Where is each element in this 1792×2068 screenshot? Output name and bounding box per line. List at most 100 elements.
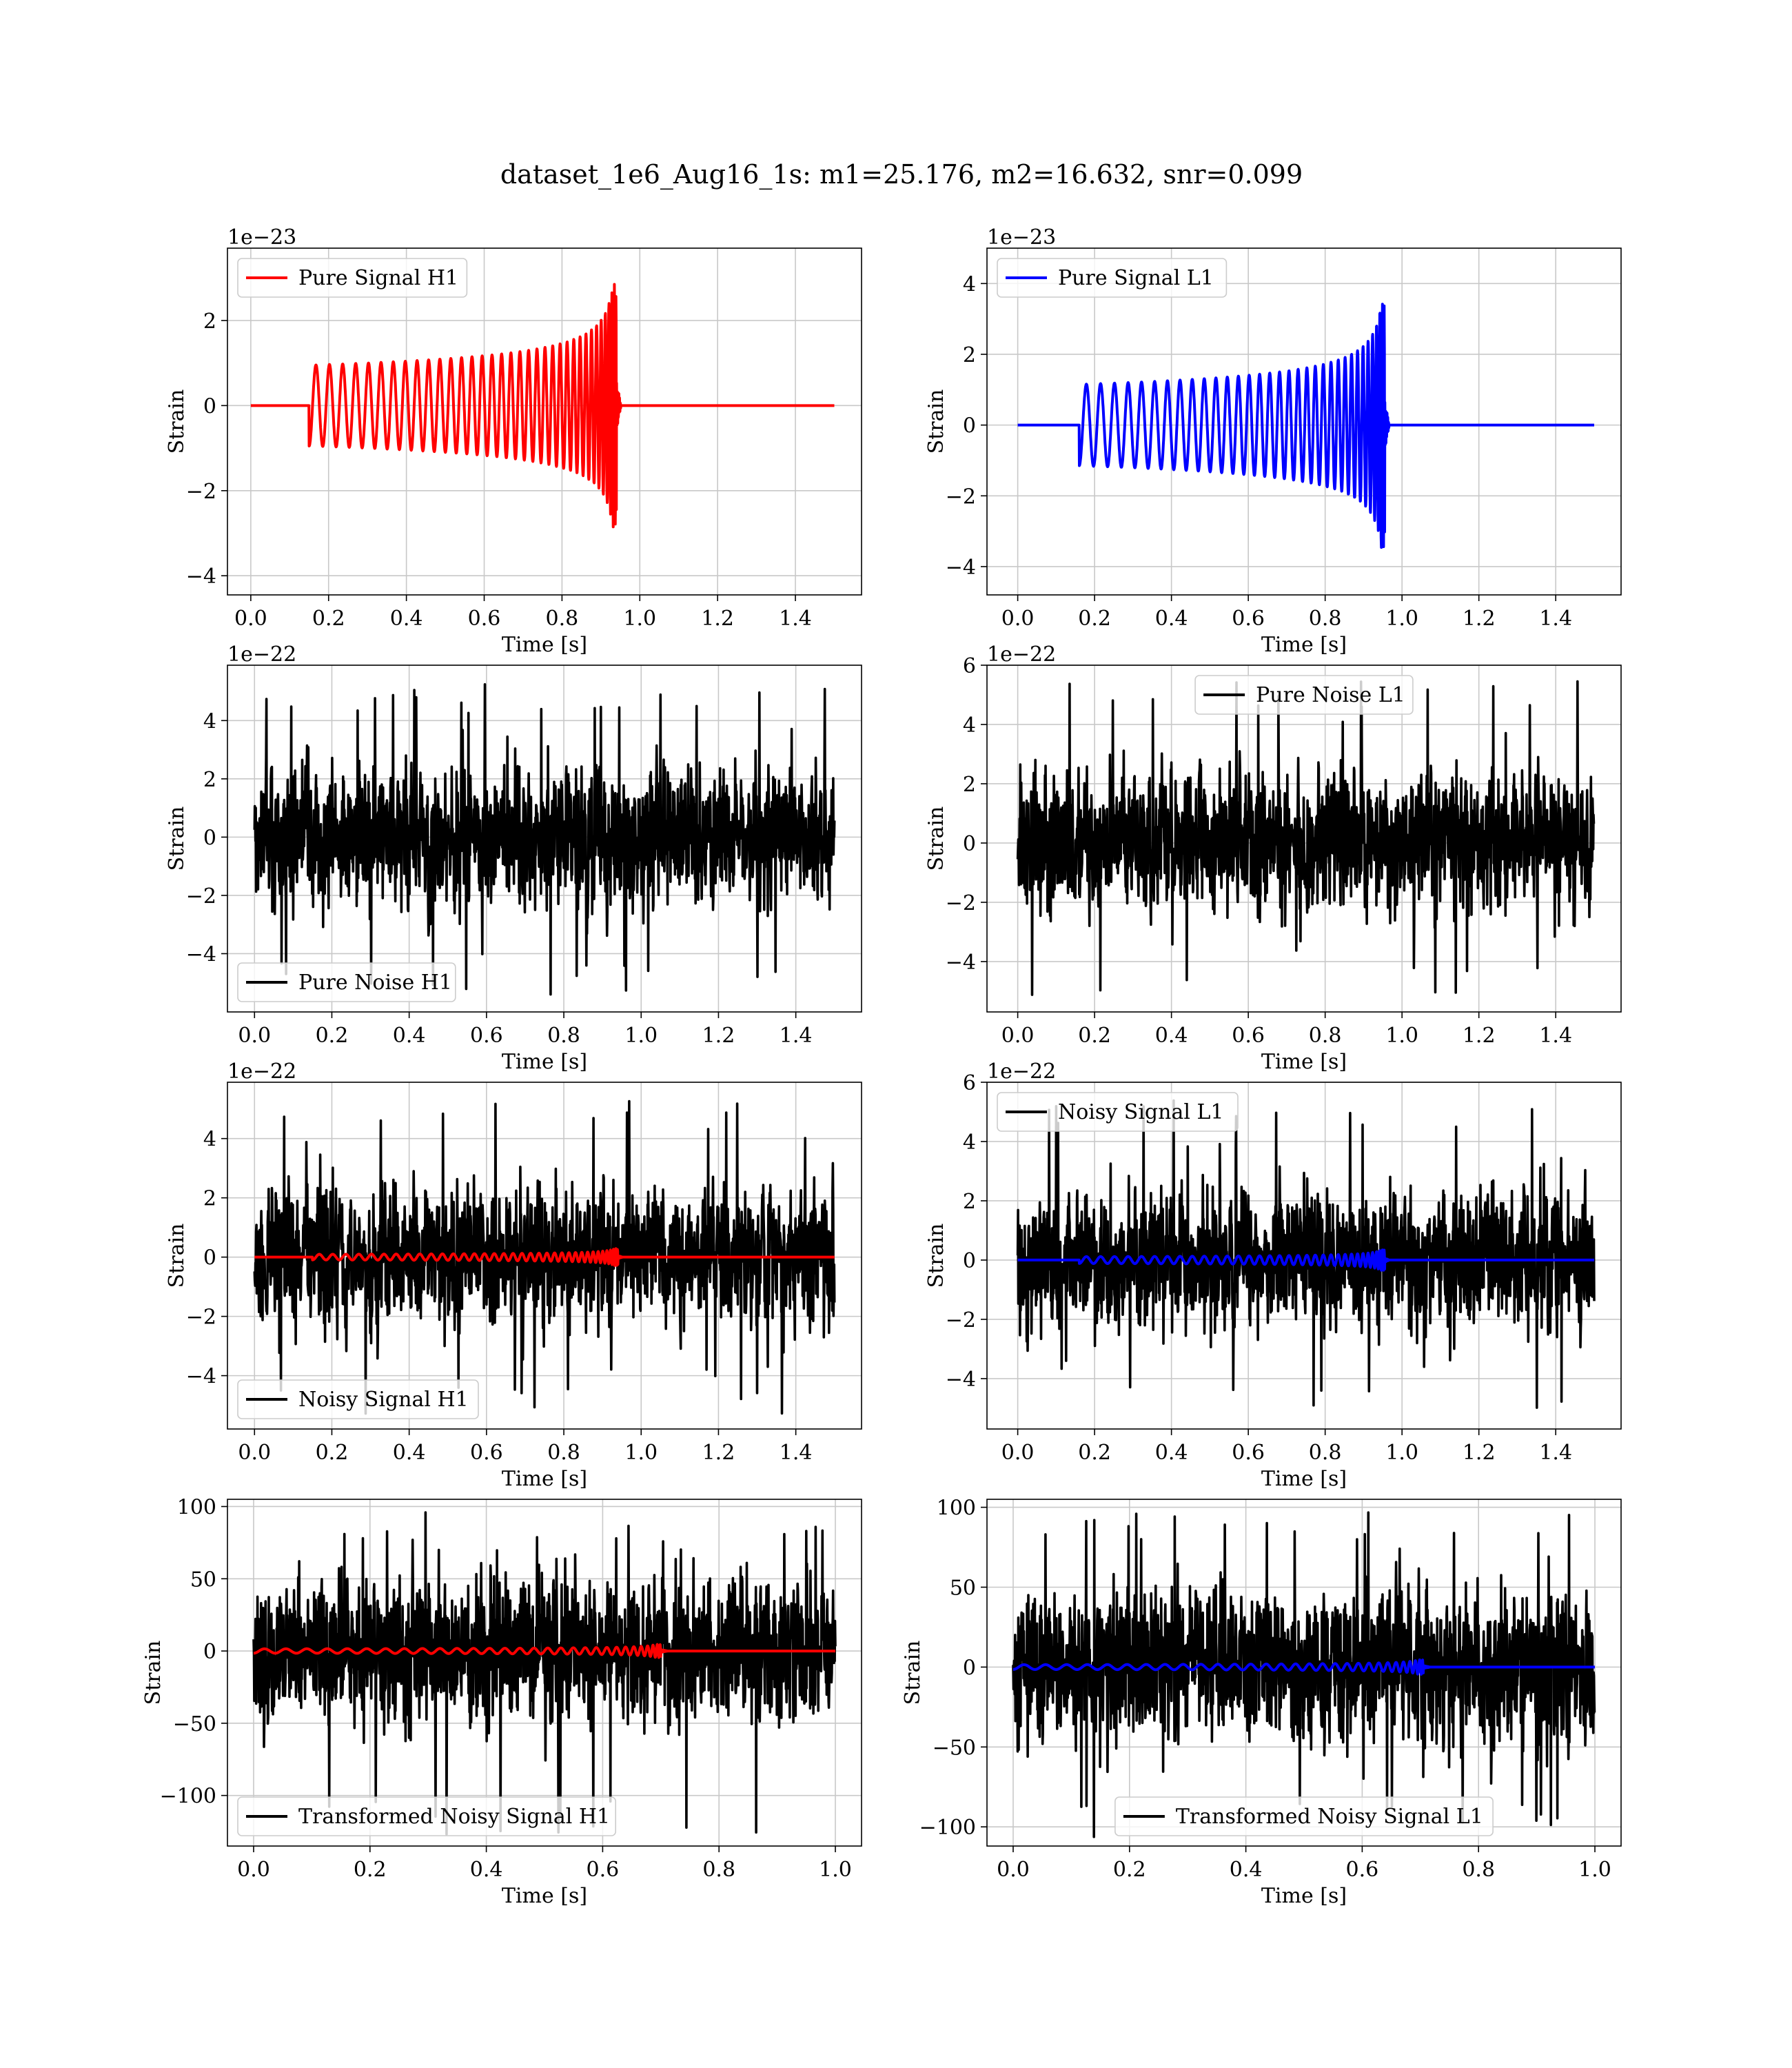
panel-row2-left: 0.0 0.2 0.4 0.6 0.8 1.0 1.2 1.4 −4 −2 0 2 4 Time [s] S… — [165, 642, 862, 1074]
y-tick-label: −4 — [946, 951, 976, 975]
y-tick-label: 4 — [963, 272, 976, 296]
x-tick-label: 0.6 — [1232, 1024, 1265, 1048]
offset-text: 1e−23 — [227, 225, 296, 250]
x-tick-label: 0.8 — [1309, 1024, 1342, 1048]
x-tick-label: 1.2 — [702, 1441, 735, 1465]
offset-text: 1e−22 — [987, 642, 1056, 667]
x-tick-label: 0.6 — [468, 607, 501, 631]
x-tick-label: 0.8 — [1462, 1858, 1495, 1882]
offset-text: 1e−23 — [987, 225, 1056, 250]
legend-box — [237, 962, 456, 1002]
x-tick-label: 1.4 — [1539, 1024, 1572, 1048]
y-tick-label: −100 — [160, 1785, 216, 1809]
x-tick-label: 1.4 — [780, 1024, 813, 1048]
legend-box — [237, 1796, 617, 1836]
x-tick-label: 0.6 — [1346, 1858, 1379, 1882]
legend-box — [237, 1379, 479, 1419]
x-axis-label: Time [s] — [1261, 633, 1347, 657]
panel-top-left: 0.0 0.2 0.4 0.6 0.8 1.0 1.2 1.4 −4 −2 0 2 Time [s] St… — [165, 225, 862, 657]
y-tick-label: 2 — [203, 768, 216, 792]
legend-label: Pure Signal L1 — [1058, 266, 1214, 290]
x-tick-label: 0.6 — [1232, 607, 1265, 631]
x-tick-label: 0.2 — [312, 607, 345, 631]
x-tick-label: 0.0 — [237, 1858, 270, 1882]
x-tick-label: 1.2 — [702, 1024, 735, 1048]
legend-box — [997, 1092, 1239, 1132]
x-tick-label: 0.8 — [547, 1024, 580, 1048]
y-tick-label: 6 — [963, 1071, 976, 1095]
legend: Pure Noise H1 — [237, 962, 456, 1002]
x-tick-label: 0.4 — [1155, 607, 1188, 631]
y-axis-label: Strain — [165, 389, 189, 454]
panel-row3-right: 0.0 0.2 0.4 0.6 0.8 1.0 1.2 1.4 −4 −2 0 2 4 6 Time [s]… — [924, 1060, 1622, 1491]
y-tick-label: 4 — [203, 709, 216, 733]
y-tick-label: 0 — [963, 1656, 976, 1680]
series-line-0 — [1016, 303, 1596, 549]
y-tick-label: 0 — [963, 414, 976, 438]
series-line-0 — [250, 283, 836, 529]
x-tick-label: 1.2 — [1463, 1024, 1496, 1048]
x-tick-label: 0.6 — [1232, 1441, 1265, 1465]
y-tick-label: 100 — [177, 1495, 216, 1519]
y-tick-label: 2 — [203, 1187, 216, 1211]
legend-label: Pure Noise H1 — [298, 971, 452, 995]
legend-label: Noisy Signal H1 — [298, 1388, 469, 1412]
x-tick-label: 1.4 — [1539, 607, 1572, 631]
x-tick-label: 1.0 — [1578, 1858, 1611, 1882]
series-group — [1016, 1099, 1596, 1409]
series-line-1 — [253, 1247, 836, 1267]
y-tick-label: −50 — [933, 1736, 976, 1760]
series-group — [252, 1511, 837, 1836]
x-tick-label: 1.0 — [1385, 1024, 1418, 1048]
y-tick-label: 4 — [203, 1128, 216, 1152]
legend-label: Transformed Noisy Signal L1 — [1176, 1805, 1483, 1829]
legend: Transformed Noisy Signal H1 — [237, 1796, 617, 1836]
x-tick-label: 1.0 — [1385, 1441, 1418, 1465]
panel-bottom-left: 0.0 0.2 0.4 0.6 0.8 1.0 −100 −50 0 50 100 Time [s] S… — [141, 1495, 862, 1908]
series-group — [253, 683, 836, 996]
y-tick-label: 0 — [203, 394, 216, 418]
x-axis-label: Time [s] — [502, 1050, 587, 1074]
x-tick-label: 0.2 — [1078, 607, 1111, 631]
legend-label: Noisy Signal L1 — [1058, 1100, 1223, 1124]
panel-row3-left: 0.0 0.2 0.4 0.6 0.8 1.0 1.2 1.4 −4 −2 0 2 4 Time [s] S… — [165, 1060, 862, 1491]
panels: 0.0 0.2 0.4 0.6 0.8 1.0 1.2 1.4 −4 −2 0 2 Time [s] St… — [141, 225, 1622, 1908]
y-tick-label: −2 — [946, 485, 976, 509]
legend-label: Transformed Noisy Signal H1 — [298, 1805, 610, 1829]
x-tick-label: 0.4 — [393, 1441, 426, 1465]
y-axis-label: Strain — [924, 807, 948, 871]
y-axis-label: Strain — [165, 807, 189, 871]
x-tick-label: 0.0 — [1001, 1024, 1035, 1048]
x-tick-label: 1.4 — [1539, 1441, 1572, 1465]
axes-frame — [986, 1082, 1622, 1430]
x-tick-label: 0.6 — [470, 1024, 503, 1048]
y-axis-label: Strain — [141, 1641, 165, 1705]
axes-frame — [227, 1082, 862, 1430]
legend: Pure Signal L1 — [997, 258, 1228, 298]
y-tick-label: −4 — [186, 1365, 216, 1389]
x-tick-label: 0.0 — [1001, 1441, 1035, 1465]
series-group — [1012, 1511, 1596, 1838]
y-tick-label: 4 — [963, 713, 976, 738]
legend: Transformed Noisy Signal L1 — [1114, 1796, 1494, 1836]
y-tick-label: 2 — [963, 1190, 976, 1214]
legend-box — [237, 258, 468, 298]
legend-label: Pure Signal H1 — [298, 266, 458, 290]
x-tick-label: 0.2 — [316, 1024, 349, 1048]
x-tick-label: 0.6 — [470, 1441, 503, 1465]
legend-box — [1194, 675, 1414, 715]
y-tick-label: −50 — [173, 1712, 216, 1736]
y-tick-label: −2 — [946, 891, 976, 915]
series-group — [1016, 303, 1596, 549]
legend-box — [997, 258, 1228, 298]
y-tick-label: 0 — [963, 832, 976, 856]
x-tick-label: 0.0 — [234, 607, 267, 631]
x-tick-label: 0.8 — [546, 607, 579, 631]
series-line-0 — [252, 1511, 837, 1836]
y-tick-label: 2 — [963, 773, 976, 797]
y-tick-label: 2 — [203, 310, 216, 334]
legend: Noisy Signal L1 — [997, 1092, 1239, 1132]
x-tick-label: 1.0 — [624, 1441, 658, 1465]
y-tick-label: 6 — [963, 654, 976, 678]
